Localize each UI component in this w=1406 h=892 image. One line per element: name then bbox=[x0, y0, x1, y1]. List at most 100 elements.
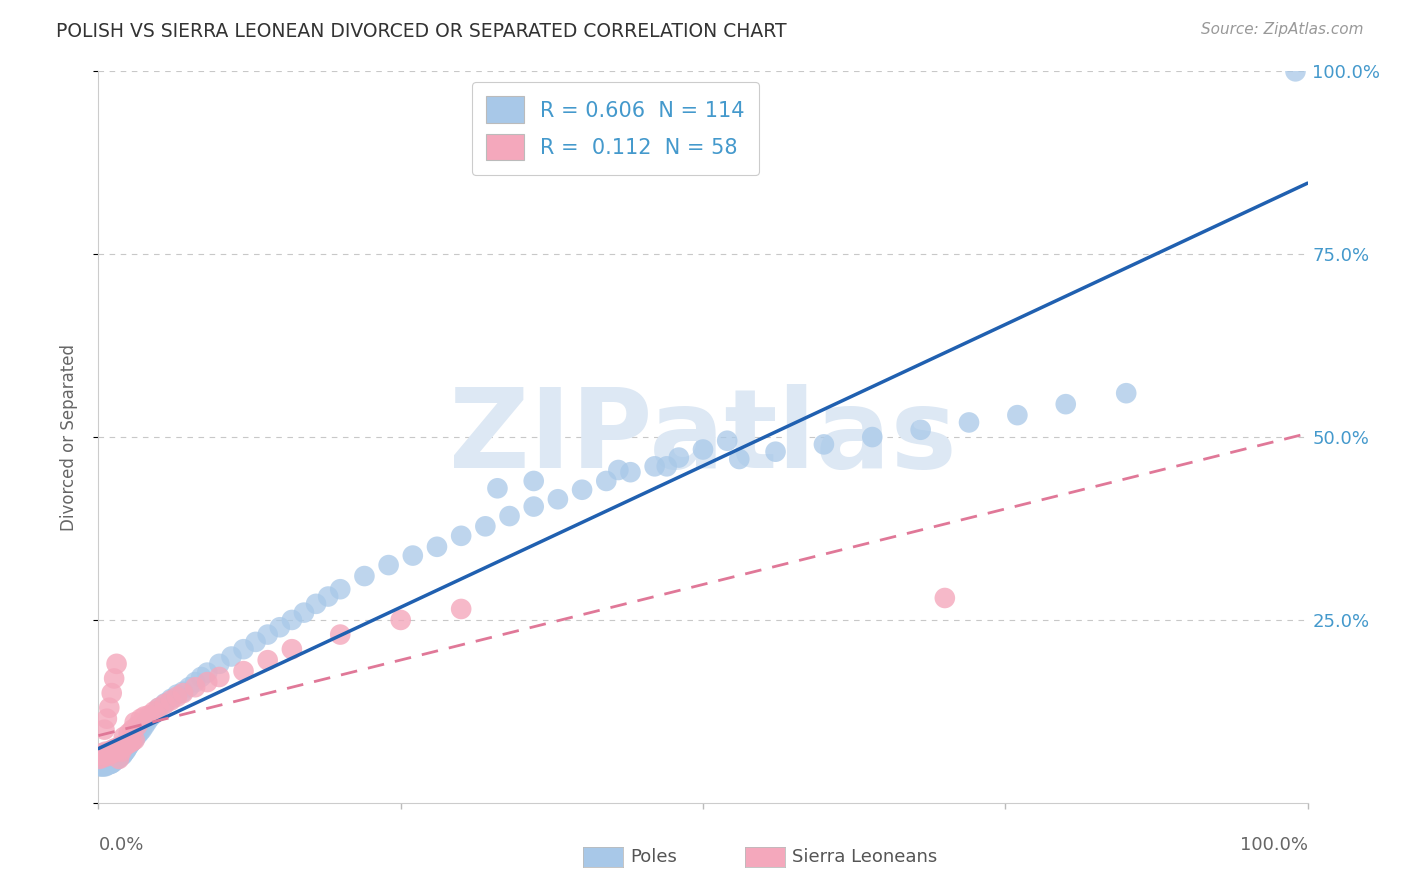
Point bbox=[91, 752, 114, 766]
Point bbox=[655, 459, 678, 474]
Point bbox=[112, 730, 135, 744]
Point bbox=[134, 719, 156, 733]
Point bbox=[329, 627, 352, 641]
Point bbox=[107, 743, 129, 757]
Point bbox=[89, 759, 111, 773]
Point bbox=[190, 670, 212, 684]
Point bbox=[232, 642, 254, 657]
Point bbox=[103, 741, 125, 756]
Point bbox=[91, 750, 114, 764]
Point bbox=[97, 749, 120, 764]
Point bbox=[107, 752, 129, 766]
Point bbox=[184, 680, 207, 694]
Point bbox=[108, 750, 131, 764]
Point bbox=[281, 613, 304, 627]
Point bbox=[110, 745, 132, 759]
Point bbox=[138, 708, 160, 723]
Point bbox=[135, 715, 157, 730]
Point bbox=[426, 540, 449, 554]
Point bbox=[1007, 408, 1029, 422]
Point bbox=[134, 709, 156, 723]
Point bbox=[100, 746, 122, 760]
Point bbox=[281, 642, 304, 657]
Point bbox=[103, 672, 125, 686]
Point bbox=[103, 754, 125, 768]
Point bbox=[105, 745, 128, 759]
Point bbox=[148, 700, 170, 714]
Point bbox=[107, 743, 129, 757]
Legend: R = 0.606  N = 114, R =  0.112  N = 58: R = 0.606 N = 114, R = 0.112 N = 58 bbox=[471, 82, 759, 175]
Point bbox=[305, 597, 328, 611]
Point bbox=[112, 746, 135, 760]
Point bbox=[111, 748, 134, 763]
Point bbox=[619, 465, 641, 479]
Point bbox=[100, 756, 122, 771]
Text: 0.0%: 0.0% bbox=[98, 836, 143, 854]
Point bbox=[498, 509, 520, 524]
Point bbox=[121, 734, 143, 748]
Point bbox=[184, 675, 207, 690]
Point bbox=[100, 752, 122, 766]
Point bbox=[110, 739, 132, 753]
Point bbox=[142, 708, 165, 723]
Point bbox=[450, 602, 472, 616]
Point bbox=[716, 434, 738, 448]
Point bbox=[100, 743, 122, 757]
Point bbox=[96, 748, 118, 763]
Point bbox=[117, 737, 139, 751]
Point bbox=[96, 712, 118, 726]
Point bbox=[166, 690, 188, 704]
Point bbox=[89, 752, 111, 766]
Point bbox=[450, 529, 472, 543]
Point bbox=[547, 492, 569, 507]
Point bbox=[91, 759, 114, 773]
Point bbox=[101, 746, 124, 760]
Point bbox=[245, 635, 267, 649]
Point bbox=[486, 481, 509, 495]
Point bbox=[91, 757, 114, 772]
Point bbox=[607, 463, 630, 477]
Point bbox=[118, 737, 141, 751]
Point bbox=[104, 746, 127, 760]
Point bbox=[90, 748, 112, 763]
Point bbox=[523, 474, 546, 488]
Point bbox=[256, 653, 278, 667]
Point bbox=[221, 649, 243, 664]
Point bbox=[94, 748, 117, 763]
Point bbox=[131, 723, 153, 737]
Point bbox=[145, 705, 167, 719]
Point bbox=[195, 675, 218, 690]
Point bbox=[97, 757, 120, 772]
Text: Poles: Poles bbox=[630, 848, 676, 866]
Point bbox=[124, 715, 146, 730]
Point bbox=[1284, 64, 1306, 78]
Point bbox=[93, 723, 115, 737]
Point bbox=[93, 748, 115, 763]
Point bbox=[108, 740, 131, 755]
Point bbox=[121, 733, 143, 747]
Point bbox=[256, 627, 278, 641]
Point bbox=[118, 739, 141, 753]
Point bbox=[108, 749, 131, 764]
Point bbox=[98, 753, 121, 767]
Point bbox=[316, 590, 339, 604]
Point bbox=[1115, 386, 1137, 401]
Point bbox=[172, 686, 194, 700]
Point bbox=[934, 591, 956, 605]
Point bbox=[108, 741, 131, 756]
Point bbox=[111, 739, 134, 753]
Point bbox=[138, 712, 160, 726]
Point bbox=[160, 692, 183, 706]
Point bbox=[104, 745, 127, 759]
Point bbox=[101, 749, 124, 764]
Point bbox=[292, 606, 315, 620]
Point bbox=[127, 719, 149, 733]
Point bbox=[115, 737, 138, 751]
Point bbox=[957, 416, 980, 430]
Text: ZIPatlas: ZIPatlas bbox=[449, 384, 957, 491]
Point bbox=[93, 756, 115, 770]
Point bbox=[105, 657, 128, 671]
Point bbox=[93, 750, 115, 764]
Point bbox=[98, 745, 121, 759]
Text: Source: ZipAtlas.com: Source: ZipAtlas.com bbox=[1201, 22, 1364, 37]
